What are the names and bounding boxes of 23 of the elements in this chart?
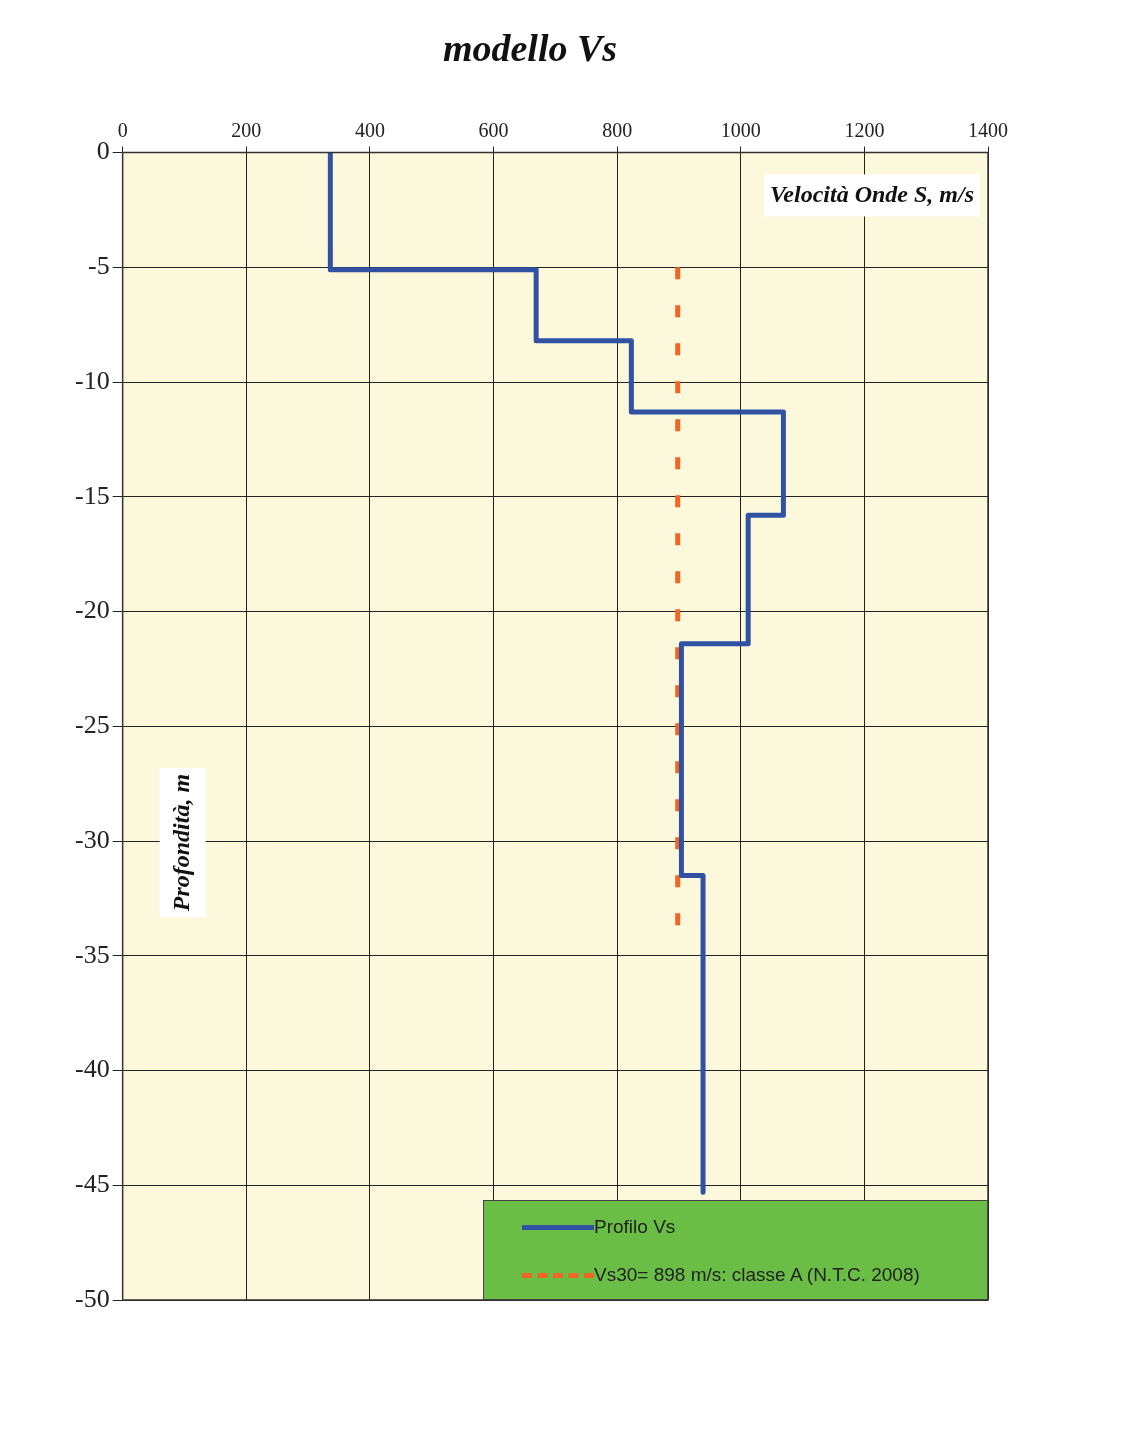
- legend-label: Vs30= 898 m/s: classe A (N.T.C. 2008): [594, 1264, 920, 1286]
- x-tick-label: 1200: [844, 118, 885, 141]
- x-tick-label: 200: [231, 118, 262, 141]
- y-tick-label: -25: [74, 710, 110, 740]
- y-tick-label: -35: [74, 939, 110, 969]
- y-tick-label: -40: [74, 1054, 110, 1084]
- x-tick-label: 800: [602, 118, 633, 141]
- y-tick-label: -10: [74, 365, 110, 395]
- y-tick-label: -30: [74, 824, 110, 854]
- y-tick-label: -45: [74, 1169, 110, 1199]
- x-tick-label: 1400: [968, 118, 1008, 141]
- x-tick-label: 0: [117, 118, 128, 141]
- y-axis-title: Profondità, m: [167, 773, 194, 913]
- x-tick-label: 400: [354, 118, 385, 141]
- y-tick-label: -5: [87, 251, 110, 281]
- x-tick-label: 600: [478, 118, 509, 141]
- legend-label: Profilo Vs: [594, 1216, 676, 1238]
- y-tick-label: -50: [74, 1283, 110, 1313]
- y-tick-label: -15: [74, 480, 110, 510]
- chart-title: modello Vs: [442, 26, 618, 69]
- x-tick-label: 1000: [720, 118, 761, 141]
- y-tick-label: -20: [74, 595, 110, 625]
- x-axis-title: Velocità Onde S, m/s: [769, 180, 974, 207]
